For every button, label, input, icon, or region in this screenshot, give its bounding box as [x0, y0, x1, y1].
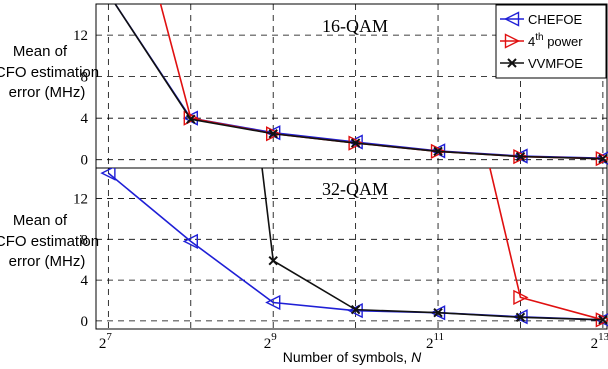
legend-label: 4th power [528, 32, 583, 49]
data-point [433, 146, 443, 157]
data-point [347, 134, 363, 150]
data-point [183, 110, 199, 126]
x-tick-label: 29 [264, 331, 278, 352]
bottom-panel-series [100, 168, 608, 328]
y-tick-label: 0 [81, 314, 89, 330]
legend-marker [504, 33, 521, 49]
top-panel-y-label: Mean of CFO estimation error (MHz) [0, 43, 99, 101]
top-panel-series [114, 4, 608, 167]
top-panel-y-ticks: 0 4 8 12 [73, 28, 89, 169]
legend-marker [503, 11, 520, 27]
data-point [266, 126, 282, 142]
y-tick-label: 4 [81, 111, 89, 127]
svg-text:Mean of: Mean of [13, 212, 68, 229]
bottom-panel-y-ticks: 0 4 8 12 [73, 192, 89, 330]
bottom-panel-grid [96, 168, 607, 329]
data-point [265, 294, 281, 311]
y-tick-label: 12 [73, 192, 88, 208]
data-point [350, 304, 361, 315]
data-point [433, 307, 443, 318]
data-point [598, 315, 608, 325]
x-tick-label: 211 [426, 331, 444, 352]
data-point [100, 168, 116, 181]
data-point [515, 151, 526, 162]
legend-entry: 4th power [500, 32, 583, 49]
legend-label: VVMFOE [528, 56, 583, 71]
data-point [598, 153, 608, 164]
data-point [268, 129, 278, 139]
series-line [261, 168, 603, 321]
y-tick-label: 12 [73, 28, 88, 44]
legend-marker [507, 58, 517, 68]
legend: CHEFOE 4th power VVMFOE [495, 4, 607, 79]
data-point [350, 138, 361, 148]
data-point [265, 125, 281, 141]
data-point [513, 289, 529, 306]
series-line [489, 168, 604, 321]
svg-text:CFO estimation: CFO estimation [0, 233, 99, 250]
svg-text:Mean of: Mean of [13, 43, 68, 60]
bottom-panel-frame [95, 167, 608, 330]
x-tick-label: 27 [99, 331, 113, 352]
x-tick-label: 213 [591, 331, 608, 352]
y-tick-label: 4 [81, 273, 89, 289]
data-point [182, 233, 198, 249]
legend-entry: VVMFOE [500, 56, 583, 71]
svg-text:CFO estimation: CFO estimation [0, 64, 99, 81]
svg-text:error (MHz): error (MHz) [9, 253, 86, 270]
y-tick-label: 0 [81, 153, 89, 169]
legend-label: CHEFOE [528, 12, 583, 27]
data-point [515, 312, 526, 322]
x-axis-label: Number of symbols, N [283, 349, 422, 365]
data-point [268, 256, 278, 266]
bottom-panel-title: 32-QAM [322, 179, 388, 199]
y-tick-label: 8 [81, 70, 89, 86]
bottom-panel-y-label: Mean of CFO estimation error (MHz) [0, 212, 99, 270]
svg-text:error (MHz): error (MHz) [9, 84, 86, 101]
x-axis-ticks: 27 29 211 213 [99, 331, 608, 352]
legend-entry: CHEFOE [500, 11, 583, 27]
data-point [186, 114, 196, 124]
y-tick-label: 8 [81, 232, 89, 248]
top-panel-title: 16-QAM [322, 16, 388, 36]
